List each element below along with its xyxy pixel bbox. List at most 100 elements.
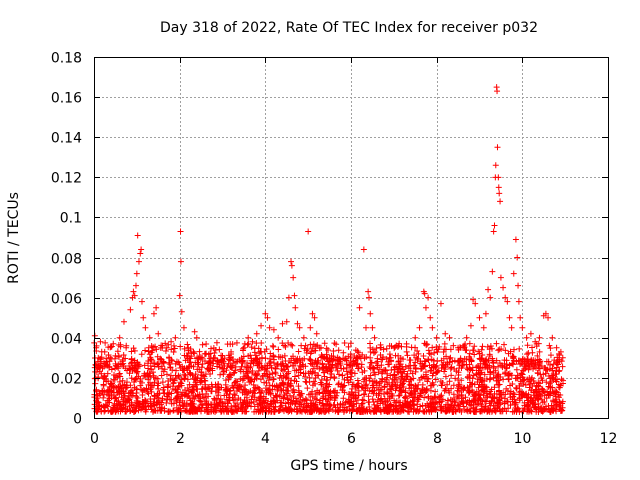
data-point (348, 373, 355, 380)
data-point (244, 341, 251, 348)
data-point (471, 343, 478, 350)
data-point (163, 399, 170, 406)
data-point (92, 380, 99, 387)
data-point (470, 296, 477, 303)
data-point (372, 371, 379, 378)
data-point (508, 372, 515, 379)
data-point (464, 384, 471, 391)
data-point (181, 387, 188, 394)
data-point (358, 364, 365, 371)
data-point (198, 364, 205, 371)
data-point (542, 405, 549, 412)
data-point (175, 383, 182, 390)
data-point (294, 320, 301, 327)
data-point (181, 375, 188, 382)
data-point (280, 379, 287, 386)
data-point (386, 342, 393, 349)
data-point (497, 401, 504, 408)
data-point (341, 339, 348, 346)
data-point (496, 360, 503, 367)
data-point (347, 340, 354, 347)
data-point (375, 386, 382, 393)
data-point (499, 364, 506, 371)
data-point (495, 377, 502, 384)
data-point (416, 377, 423, 384)
data-point (155, 385, 162, 392)
data-point (416, 324, 423, 331)
data-point (502, 370, 509, 377)
data-point (159, 342, 166, 349)
data-point (253, 408, 260, 415)
data-point (446, 334, 453, 341)
data-point (294, 408, 301, 415)
data-point (395, 369, 402, 376)
data-point (210, 354, 217, 361)
data-point (515, 405, 522, 412)
data-point (555, 391, 562, 398)
data-point (549, 375, 556, 382)
data-point (532, 404, 539, 411)
data-point (322, 408, 329, 415)
data-point (400, 366, 407, 373)
data-point (104, 391, 111, 398)
data-point (386, 402, 393, 409)
data-point (463, 400, 470, 407)
data-point (536, 348, 543, 355)
data-point (370, 407, 377, 414)
data-point (542, 310, 549, 317)
data-point (284, 395, 291, 402)
data-point (395, 352, 402, 359)
data-point (194, 361, 201, 368)
data-point (100, 381, 107, 388)
data-point (318, 376, 325, 383)
data-point (137, 376, 144, 383)
data-point (421, 375, 428, 382)
data-point (169, 377, 176, 384)
data-point (199, 402, 206, 409)
data-point (355, 380, 362, 387)
data-point (474, 401, 481, 408)
data-point (163, 371, 170, 378)
data-point (335, 381, 342, 388)
data-point (301, 355, 308, 362)
data-point (310, 378, 317, 385)
data-point (184, 393, 191, 400)
data-point (330, 348, 337, 355)
data-point (514, 404, 521, 411)
data-point (314, 406, 321, 413)
data-point (447, 346, 454, 353)
data-point (542, 366, 549, 373)
data-point (220, 365, 227, 372)
data-point (506, 390, 513, 397)
data-point (126, 370, 133, 377)
data-point (160, 390, 167, 397)
data-point (253, 375, 260, 382)
data-point (147, 398, 154, 405)
data-point (430, 370, 437, 377)
data-point (361, 376, 368, 383)
data-point (518, 370, 525, 377)
data-point (182, 372, 189, 379)
data-point (521, 356, 528, 363)
data-point (154, 361, 161, 368)
data-point (438, 407, 445, 414)
data-point (137, 250, 144, 257)
data-points (91, 84, 567, 415)
data-point (460, 386, 467, 393)
data-point (115, 365, 122, 372)
data-point (417, 365, 424, 372)
data-point (362, 324, 369, 331)
data-point (277, 391, 284, 398)
data-point (290, 386, 297, 393)
data-point (184, 407, 191, 414)
data-point (202, 381, 209, 388)
data-point (547, 352, 554, 359)
data-point (532, 338, 539, 345)
data-point (388, 366, 395, 373)
data-point (369, 384, 376, 391)
data-point (201, 407, 208, 414)
data-point (486, 400, 493, 407)
data-point (94, 366, 101, 373)
data-point (262, 355, 269, 362)
data-point (173, 395, 180, 402)
